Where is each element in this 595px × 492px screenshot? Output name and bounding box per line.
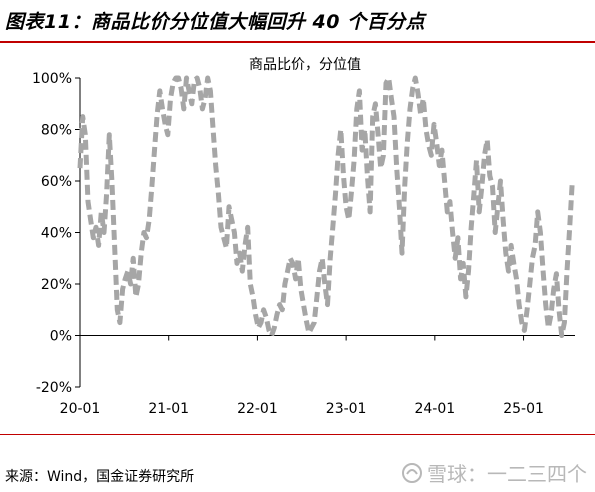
source-note: 来源：Wind，国金证券研究所 bbox=[5, 469, 195, 485]
y-tick-label: 40% bbox=[41, 226, 72, 242]
x-tick-label: 23-01 bbox=[326, 401, 367, 417]
chart-title: 商品比价，分位值 bbox=[249, 57, 361, 73]
x-tick-label: 20-01 bbox=[60, 401, 101, 417]
series-group bbox=[77, 75, 575, 338]
y-tick-label: 100% bbox=[32, 71, 72, 87]
title-divider bbox=[0, 41, 595, 43]
bottom-divider bbox=[0, 434, 595, 435]
axes-group: -20% 0% 20% 40% 60% 80% 100% 20-01 21-01 22-01 23-… bbox=[32, 71, 575, 417]
y-tick-label: 80% bbox=[41, 123, 72, 139]
x-tick-label: 22-01 bbox=[237, 401, 278, 417]
x-tick-label: 21-01 bbox=[148, 401, 189, 417]
y-tick-label: 60% bbox=[41, 174, 72, 190]
watermark-text: 雪球：一二三四个 bbox=[427, 462, 587, 486]
y-tick-label: -20% bbox=[36, 380, 72, 396]
series-line bbox=[77, 75, 575, 338]
chart-area: 商品比价，分位值 -20% 0% 20% 40% 60% 80% 100% 20-01 21-0… bbox=[0, 44, 595, 425]
snowball-logo-icon bbox=[402, 462, 422, 483]
y-tick-label: 0% bbox=[50, 329, 72, 345]
line-chart: 商品比价，分位值 -20% 0% 20% 40% 60% 80% 100% 20-01 21-0… bbox=[32, 57, 575, 417]
x-tick-label: 24-01 bbox=[414, 401, 455, 417]
y-tick-label: 20% bbox=[41, 277, 72, 293]
watermark: 雪球：一二三四个 bbox=[401, 458, 587, 487]
figure-title: 图表11：商品比价分位值大幅回升 40 个百分点 bbox=[5, 11, 426, 33]
x-tick-label: 25-01 bbox=[503, 401, 544, 417]
